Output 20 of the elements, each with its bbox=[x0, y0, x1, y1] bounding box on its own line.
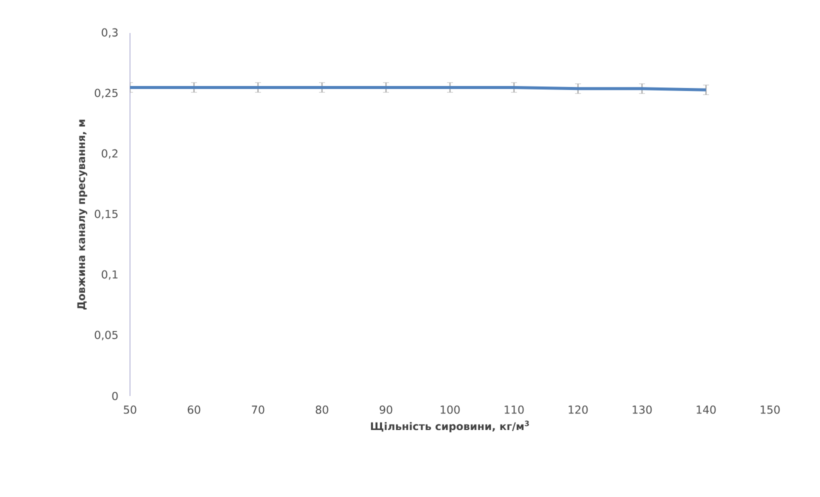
x-tick-label: 80 bbox=[316, 406, 328, 414]
y-tick-label: 0,25 bbox=[94, 88, 118, 98]
x-tick-label: 120 bbox=[568, 406, 588, 414]
x-tick-label: 110 bbox=[504, 406, 524, 414]
x-tick-label: 150 bbox=[760, 406, 780, 414]
x-tick-label: 60 bbox=[188, 406, 200, 414]
x-axis-title: Щільність сировини, кг/м$^{3}$ bbox=[370, 420, 529, 432]
x-tick-label: 100 bbox=[440, 406, 460, 414]
y-tick-label: 0,1 bbox=[102, 270, 118, 280]
x-tick-label: 70 bbox=[252, 406, 264, 414]
y-tick-label: 0,05 bbox=[94, 330, 118, 340]
x-tick-label: 130 bbox=[632, 406, 652, 414]
y-tick-label: 0 bbox=[112, 392, 118, 400]
y-tick-label: 0,3 bbox=[102, 28, 118, 38]
x-tick-label: 140 bbox=[696, 406, 716, 414]
y-tick-label: 0,15 bbox=[94, 210, 118, 220]
x-tick-label: 50 bbox=[124, 406, 136, 414]
x-tick-label: 90 bbox=[380, 406, 392, 414]
y-tick-label: 0,2 bbox=[102, 149, 118, 159]
y-axis-title: Довжина каналу пресування, м bbox=[77, 120, 88, 310]
